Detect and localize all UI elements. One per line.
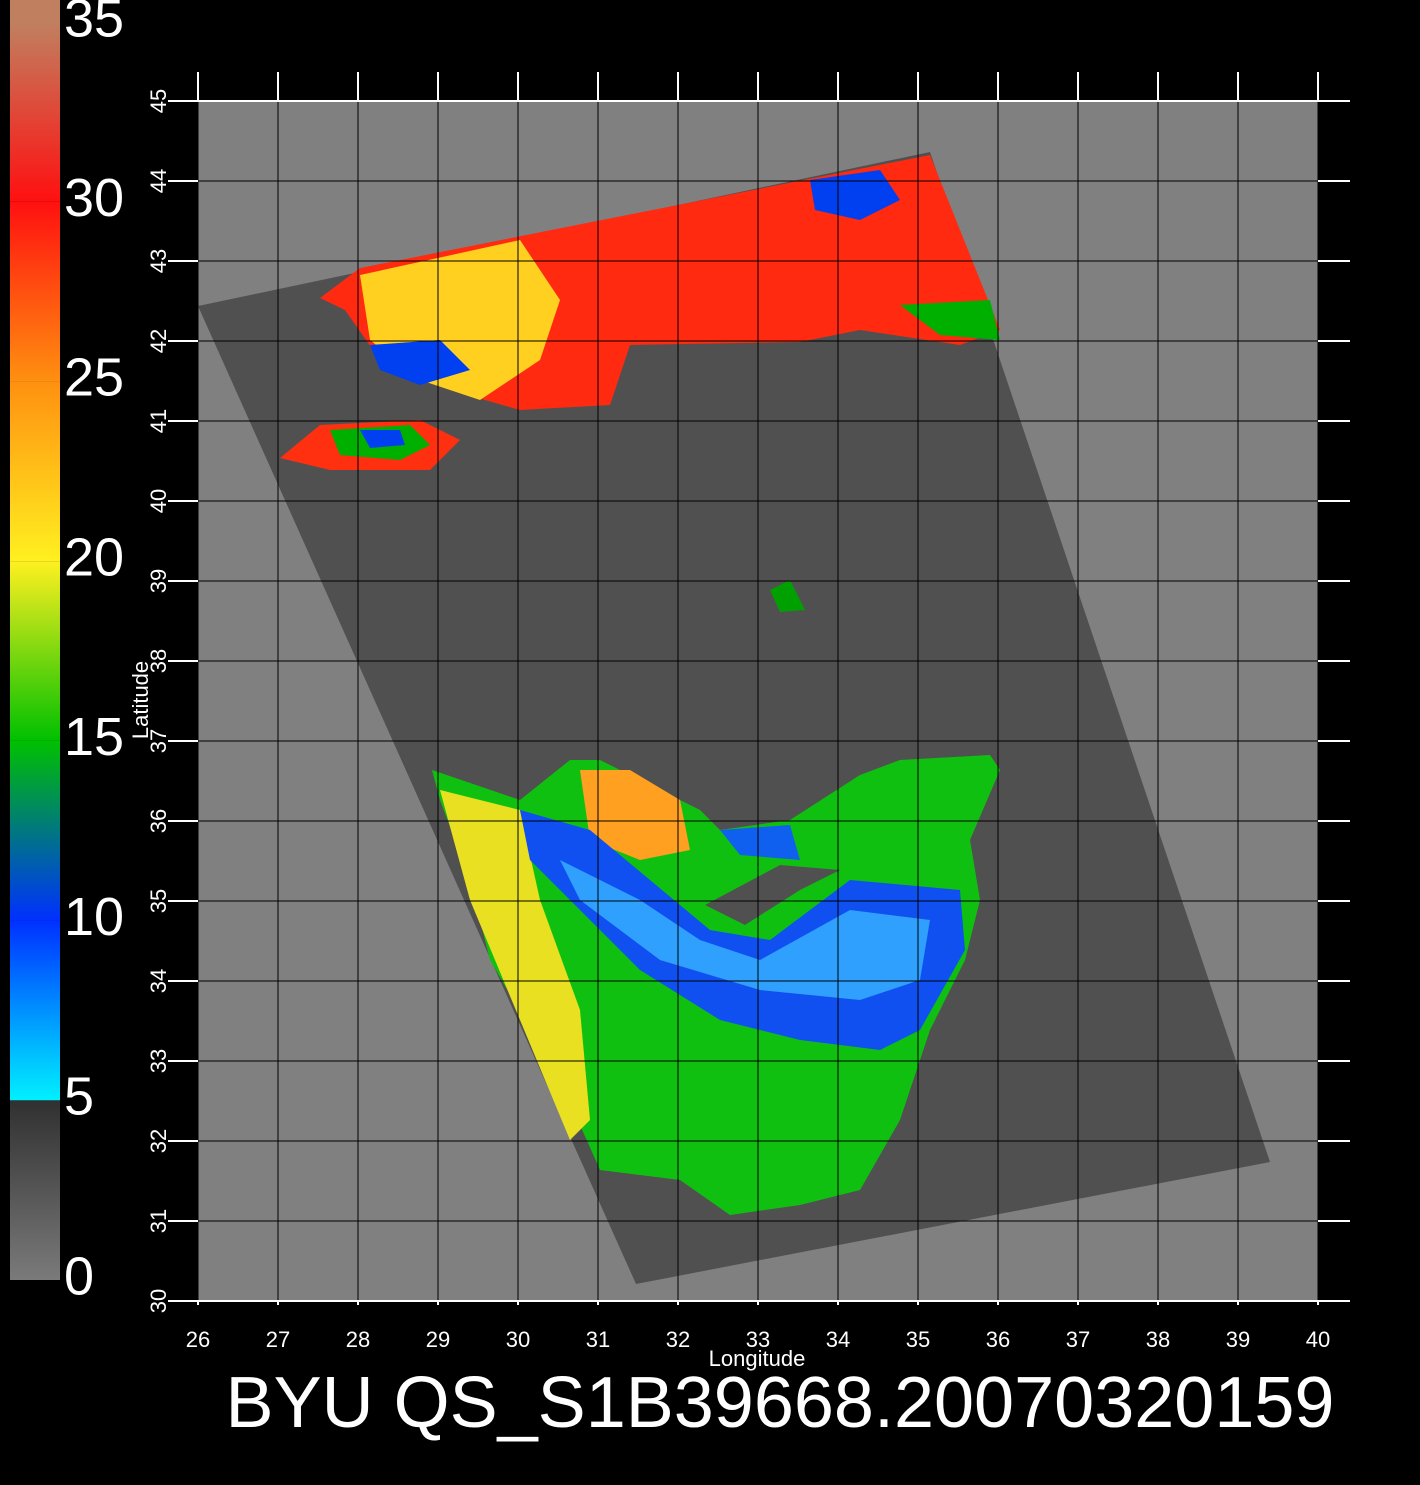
- y-tick-label: 38: [146, 649, 171, 673]
- wind-region: [440, 790, 590, 1140]
- x-tick-label: 26: [186, 1327, 210, 1352]
- colorbar-segment: [10, 920, 60, 1101]
- x-tick-label: 29: [426, 1327, 450, 1352]
- colorbar-segment: [10, 22, 60, 202]
- y-tick-label: 33: [146, 1049, 171, 1073]
- y-axis-label: Latitude: [128, 661, 153, 739]
- colorbar-segment: [10, 1100, 60, 1280]
- y-tick-label: 41: [146, 409, 171, 433]
- swath: [198, 152, 1270, 1284]
- wind-speed-field: [280, 155, 1000, 1215]
- x-tick-label: 39: [1226, 1327, 1250, 1352]
- wind-region: [370, 340, 470, 385]
- colorbar-top: [10, 0, 60, 22]
- colorbar-tick-label: 25: [64, 348, 124, 408]
- x-tick-label: 37: [1066, 1327, 1090, 1352]
- x-tick-label: 38: [1146, 1327, 1170, 1352]
- x-tick-label: 31: [586, 1327, 610, 1352]
- colorbar-tick-label: 30: [64, 168, 124, 228]
- colorbar-tick-label: 5: [64, 1067, 94, 1127]
- y-tick-label: 43: [146, 249, 171, 273]
- x-tick-label: 28: [346, 1327, 370, 1352]
- y-tick-label: 30: [146, 1289, 171, 1313]
- wind-region: [720, 825, 800, 860]
- y-tick-label: 40: [146, 489, 171, 513]
- x-tick-label: 30: [506, 1327, 530, 1352]
- colorbar-segment: [10, 381, 60, 562]
- colorbar-tick-label: 20: [64, 527, 124, 587]
- y-tick-label: 35: [146, 889, 171, 913]
- y-tick-label: 31: [146, 1209, 171, 1233]
- y-tick-label: 44: [146, 169, 171, 193]
- x-tick-label: 27: [266, 1327, 290, 1352]
- colorbar-tick-label: 15: [64, 707, 124, 767]
- colorbar-tick-label: 35: [64, 0, 124, 48]
- colorbar-segment: [10, 740, 60, 921]
- grid: [197, 100, 1319, 1302]
- y-tick-label: 36: [146, 809, 171, 833]
- wind-region: [360, 430, 405, 448]
- colorbar-tick-label: 10: [64, 887, 124, 947]
- y-tick-label: 37: [146, 729, 171, 753]
- x-tick-label: 36: [986, 1327, 1010, 1352]
- y-tick-label: 32: [146, 1129, 171, 1153]
- wind-region: [580, 770, 690, 860]
- colorbar-segment: [10, 561, 60, 741]
- y-tick-label: 42: [146, 329, 171, 353]
- x-tick-label: 33: [746, 1327, 770, 1352]
- wind-region: [810, 170, 900, 220]
- x-axis-label: Longitude: [709, 1346, 806, 1371]
- map-title: BYU QS_S1B39668.20070320159: [226, 1363, 1335, 1443]
- colorbar-tick-label: 0: [64, 1246, 94, 1306]
- x-tick-label: 35: [906, 1327, 930, 1352]
- x-tick-label: 32: [666, 1327, 690, 1352]
- land-gap: [705, 865, 840, 925]
- wind-region: [770, 580, 805, 612]
- x-tick-label: 40: [1306, 1327, 1330, 1352]
- wind-region: [900, 300, 1000, 340]
- y-tick-label: 45: [146, 89, 171, 113]
- y-tick-label: 39: [146, 569, 171, 593]
- x-tick-label: 34: [826, 1327, 850, 1352]
- colorbar-segment: [10, 201, 60, 382]
- y-tick-label: 34: [146, 969, 171, 993]
